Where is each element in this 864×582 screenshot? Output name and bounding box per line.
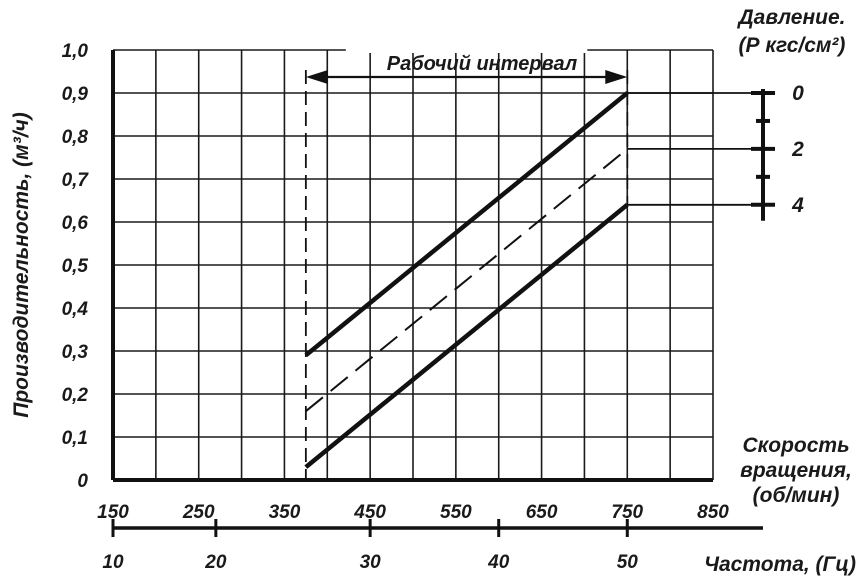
axes: [111, 50, 763, 530]
y-tick-label: 0,9: [62, 84, 89, 105]
interval-arrowhead-right: [605, 70, 628, 84]
pressure-title: Давление. (Р кгс/см²): [736, 6, 845, 57]
tick-labels: 0 0,1 0,2 0,3 0,4 0,5 0,6 0,7 0,8 0,9 1,0 150 250 350…: [62, 41, 730, 573]
x-tick-label: 650: [526, 502, 558, 523]
annotation-gap: [345, 47, 588, 53]
interval-arrowhead-left: [305, 70, 328, 84]
series-line-2: [304, 203, 629, 469]
x2-axis-title: Частота, (Гц): [704, 553, 856, 576]
y-tick-label: 0,5: [62, 256, 89, 277]
x2-tick-label: 40: [487, 552, 510, 573]
annotation-label: Рабочий интервал: [387, 53, 578, 75]
y-tick-label: 0,8: [62, 127, 89, 148]
y-tick-label: 0,2: [62, 385, 89, 406]
pressure-tick-label: 2: [791, 138, 804, 161]
pressure-scale: 0 2 4: [627, 82, 804, 221]
x-tick-label: 350: [269, 502, 301, 523]
series-line-1: [305, 148, 628, 412]
x2-tick-label: 50: [617, 552, 639, 573]
x-axis-title-line-3: (об/мин): [753, 484, 840, 507]
working-interval-annotation: Рабочий интервал: [304, 53, 629, 480]
pressure-title-line-2: (Р кгс/см²): [739, 34, 846, 57]
y-tick-label: 0,1: [62, 428, 88, 449]
y-tick-label: 0,4: [62, 299, 89, 320]
x-tick-label: 550: [440, 502, 472, 523]
x2-tick-label: 20: [204, 552, 227, 573]
pressure-tick-label: 0: [792, 82, 804, 105]
y-tick-label: 1,0: [62, 41, 89, 62]
y-tick-label: 0: [77, 471, 88, 492]
x-tick-label: 250: [182, 502, 215, 523]
y-tick-label: 0,6: [62, 213, 89, 234]
x2-tick-label: 30: [360, 552, 382, 573]
x2-tick-label: 10: [102, 552, 124, 573]
series-line-0: [304, 91, 629, 358]
x-tick-label: 750: [611, 502, 643, 523]
x-axis-title: Скорость вращения, (об/мин): [740, 434, 852, 507]
y-axis-title: Производительность, (м³/ч): [10, 112, 33, 418]
y-tick-label: 0,3: [62, 342, 89, 363]
x-tick-label: 850: [697, 502, 729, 523]
pressure-title-line-1: Давление.: [736, 6, 845, 29]
grid: [112, 47, 714, 481]
pressure-tick-label: 4: [791, 194, 804, 217]
x-tick-label: 450: [353, 502, 386, 523]
series-group: [304, 91, 629, 469]
x-tick-label: 150: [97, 502, 129, 523]
x-axis-title-line-1: Скорость: [742, 434, 849, 457]
x-axis-title-line-2: вращения,: [740, 459, 852, 482]
y-tick-label: 0,7: [62, 170, 90, 191]
